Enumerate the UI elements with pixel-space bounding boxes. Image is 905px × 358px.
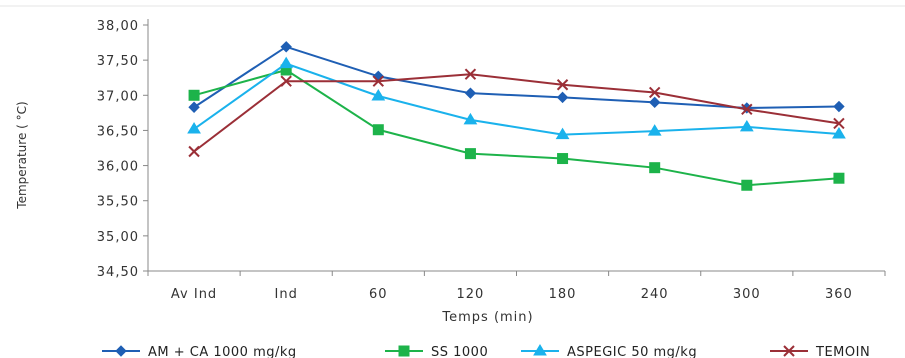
data-point: [188, 145, 200, 158]
data-point: [280, 41, 292, 53]
x-marker-stroke: [556, 79, 569, 91]
legend: AM + CA 1000 mg/kg SS 1000 ASPEGIC 50 mg/k…: [102, 344, 870, 358]
x-marker-stroke: [372, 75, 385, 87]
legend-label: TEMOIN: [815, 345, 870, 358]
data-point: [464, 87, 477, 99]
plot-area: 34,50 35,00 35,50 36,00 36,50 37,00 37,50 38,00…: [97, 19, 886, 302]
series-line: [193, 68, 840, 187]
y-axis-title: Temperature ( °C): [15, 101, 29, 209]
data-point: [464, 148, 476, 160]
legend-item: TEMOIN: [770, 345, 870, 358]
data-point: [648, 86, 661, 99]
legend-marker: [783, 345, 795, 357]
series-3: [188, 68, 845, 158]
data-point: [833, 117, 845, 130]
x-axis-title: Temps (min): [441, 310, 533, 325]
data-point: [279, 56, 294, 69]
series-1: [188, 64, 845, 191]
y-tick-label: 37,50: [97, 54, 139, 69]
data-point: [187, 122, 201, 134]
x-tick-label: Av Ind: [171, 287, 217, 302]
series-0: [188, 41, 845, 114]
x-tick-label: 360: [825, 287, 853, 302]
x-marker-stroke: [741, 103, 753, 116]
data-point: [649, 162, 661, 174]
data-point: [648, 96, 661, 109]
x-tick-label: Ind: [275, 287, 298, 302]
x-marker-stroke: [783, 345, 795, 357]
data-point: [741, 179, 753, 191]
x-tick-label: 60: [369, 287, 388, 302]
data-point: [188, 89, 200, 101]
series-2: [187, 56, 846, 140]
data-point: [463, 112, 478, 125]
data-point: [555, 127, 570, 140]
data-point: [464, 68, 477, 80]
legend-marker: [115, 345, 127, 357]
legend-label: ASPEGIC 50 mg/kg: [567, 345, 697, 358]
x-marker-stroke: [833, 117, 845, 130]
data-point: [372, 75, 385, 87]
legend-item: SS 1000: [385, 345, 488, 358]
x-marker-stroke: [188, 145, 200, 158]
legend-label: SS 1000: [431, 345, 488, 358]
y-tick-label: 35,00: [97, 230, 139, 245]
data-point: [372, 70, 385, 83]
data-point: [739, 119, 754, 132]
y-tick-label: 37,00: [97, 89, 139, 104]
y-tick-label: 34,50: [97, 265, 139, 280]
legend-item: AM + CA 1000 mg/kg: [102, 345, 297, 358]
data-point: [371, 89, 386, 101]
x-tick-label: 240: [641, 287, 669, 302]
data-point: [741, 103, 753, 116]
data-point: [833, 172, 845, 184]
y-tick-label: 35,50: [97, 195, 139, 210]
x-marker-stroke: [464, 68, 477, 80]
legend-marker: [398, 345, 410, 357]
series-line: [193, 62, 840, 136]
data-point: [280, 75, 292, 87]
legend-item: ASPEGIC 50 mg/kg: [521, 344, 697, 358]
data-point: [372, 124, 384, 136]
x-marker-stroke: [648, 86, 661, 99]
data-point: [188, 101, 200, 113]
y-tick-label: 38,00: [97, 19, 139, 34]
data-point: [833, 100, 845, 113]
legend-label: AM + CA 1000 mg/kg: [148, 345, 297, 358]
data-point: [556, 91, 569, 104]
x-tick-label: 300: [733, 287, 761, 302]
x-tick-label: 120: [457, 287, 485, 302]
y-tick-label: 36,50: [97, 124, 139, 139]
data-point: [557, 153, 569, 165]
data-point: [556, 79, 569, 91]
legend-marker: [533, 344, 547, 356]
x-marker-stroke: [280, 75, 292, 87]
series-line: [193, 73, 840, 153]
y-tick-label: 36,00: [97, 160, 139, 175]
x-tick-label: 180: [549, 287, 577, 302]
data-point: [832, 126, 846, 139]
data-point: [647, 124, 662, 136]
